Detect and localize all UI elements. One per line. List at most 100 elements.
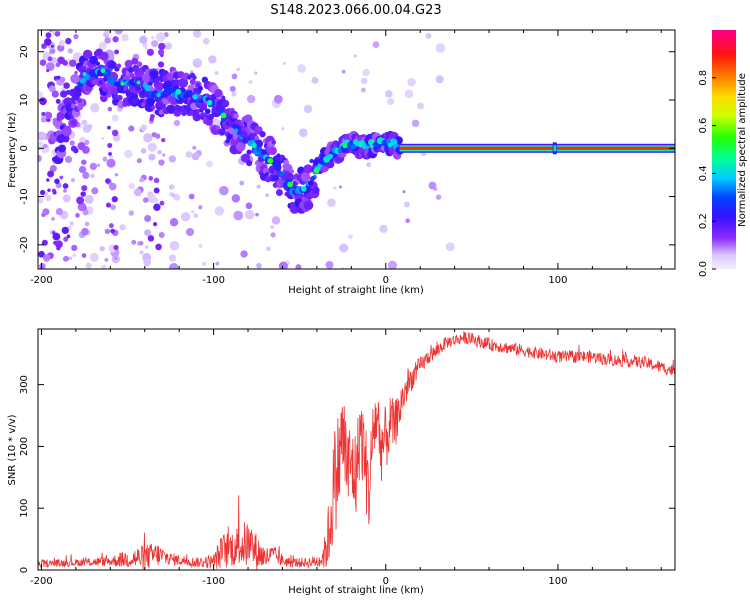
ridge-halo-blob bbox=[57, 112, 66, 120]
ridge-halo-blob bbox=[254, 135, 260, 141]
ridge-halo-blob bbox=[204, 108, 211, 115]
ridge-bright-spot bbox=[82, 71, 87, 77]
noise-column-blob bbox=[158, 42, 166, 51]
noise-blob bbox=[214, 206, 225, 216]
noise-blob bbox=[38, 154, 42, 163]
ridge-halo-blob bbox=[309, 158, 314, 164]
colorbar-ticks: 0.0 0.2 0.4 0.6 0.8 bbox=[698, 70, 716, 277]
noise-blob bbox=[143, 133, 153, 143]
noise-blob bbox=[188, 193, 195, 200]
noise-column-blob bbox=[72, 147, 79, 154]
ridge-halo-blob bbox=[70, 74, 80, 84]
noise-column-blob bbox=[161, 138, 166, 143]
noise-blob bbox=[295, 264, 302, 269]
noise-blob bbox=[153, 197, 159, 203]
noise-blob bbox=[144, 245, 149, 249]
noise-blob bbox=[142, 197, 149, 203]
ridge-bright-spot bbox=[206, 99, 213, 106]
noise-blob bbox=[271, 216, 281, 225]
ridge-halo-blob bbox=[150, 70, 159, 79]
noise-blob bbox=[38, 131, 47, 141]
noise-blob bbox=[147, 142, 157, 152]
ridge-halo-blob bbox=[199, 103, 208, 111]
ridge-core-blob bbox=[74, 90, 82, 98]
noise-column-blob bbox=[49, 164, 57, 173]
noise-column-blob bbox=[157, 49, 165, 56]
noise-blob bbox=[144, 229, 152, 237]
noise-blob bbox=[270, 225, 275, 230]
ridge-halo-blob bbox=[221, 95, 226, 100]
noise-column-blob bbox=[47, 170, 55, 178]
noise-blob bbox=[62, 194, 71, 203]
ridge-core-blob bbox=[103, 69, 111, 77]
noise-column-blob bbox=[50, 48, 56, 54]
ridge-halo-blob bbox=[146, 97, 155, 106]
spectrogram-heat bbox=[38, 30, 675, 269]
noise-blob bbox=[360, 77, 368, 85]
noise-blob bbox=[90, 173, 95, 179]
noise-blob bbox=[85, 262, 92, 269]
noise-blob bbox=[140, 148, 147, 154]
ridge-halo-blob bbox=[151, 105, 156, 110]
ridge-halo-blob bbox=[218, 128, 226, 136]
noise-blob bbox=[362, 68, 370, 77]
noise-blob bbox=[121, 33, 129, 42]
spectrogram-x-label: Height of straight line (km) bbox=[288, 285, 424, 296]
noise-column-blob bbox=[48, 85, 56, 93]
noise-blob bbox=[70, 178, 75, 183]
noise-blob bbox=[168, 184, 175, 190]
noise-blob bbox=[231, 91, 237, 97]
noise-blob bbox=[273, 94, 283, 104]
figure-title: S148.2023.066.00.04.G23 bbox=[270, 3, 441, 18]
noise-column-blob bbox=[69, 59, 77, 67]
noise-column-blob bbox=[80, 191, 86, 197]
noise-blob bbox=[84, 194, 94, 204]
noise-blob bbox=[411, 119, 420, 128]
ridge-halo-blob bbox=[271, 140, 277, 145]
noise-column-blob bbox=[39, 97, 47, 106]
noise-blob bbox=[89, 162, 97, 171]
snr-series-line bbox=[38, 330, 675, 570]
noise-column-blob bbox=[61, 226, 69, 235]
noise-blob bbox=[192, 58, 202, 68]
noise-blob bbox=[140, 124, 147, 131]
ridge-halo-blob bbox=[148, 81, 153, 86]
ridge-bright-spot bbox=[287, 181, 294, 188]
ridge-halo-blob bbox=[246, 160, 253, 167]
noise-blob bbox=[435, 75, 444, 84]
noise-column-blob bbox=[76, 196, 85, 205]
ridge-halo-blob bbox=[197, 85, 203, 92]
ridge-bright-spot bbox=[233, 128, 239, 133]
noise-blob bbox=[425, 32, 432, 39]
noise-blob bbox=[58, 39, 66, 47]
noise-column-blob bbox=[107, 125, 111, 130]
noise-column-blob bbox=[112, 36, 119, 43]
noise-column-blob bbox=[52, 232, 61, 241]
ridge-bright-spot bbox=[267, 157, 274, 164]
noise-blob bbox=[38, 197, 44, 204]
noise-blob bbox=[202, 37, 210, 45]
noise-blob bbox=[104, 228, 111, 235]
noise-column-blob bbox=[55, 240, 63, 249]
noise-column-blob bbox=[110, 228, 116, 234]
noise-blob bbox=[236, 67, 241, 72]
spectrogram-y-label: Frequency (Hz) bbox=[7, 112, 18, 188]
noise-column-blob bbox=[108, 223, 114, 229]
ridge-bright-spot bbox=[220, 112, 227, 119]
noise-column-blob bbox=[81, 253, 87, 258]
noise-column-blob bbox=[157, 61, 165, 68]
noise-blob bbox=[78, 136, 86, 144]
noise-blob bbox=[339, 243, 349, 253]
colorbar-gradient bbox=[712, 30, 736, 269]
x-tick-label: 0 bbox=[383, 275, 389, 286]
noise-blob bbox=[131, 239, 137, 245]
noise-column-blob bbox=[107, 106, 113, 112]
ridge-halo-blob bbox=[132, 93, 139, 99]
noise-blob bbox=[387, 260, 398, 269]
ridge-halo-blob bbox=[195, 82, 201, 87]
y-tick-label: -20 bbox=[19, 237, 30, 253]
noise-blob bbox=[385, 90, 393, 98]
noise-blob bbox=[81, 119, 88, 126]
noise-blob bbox=[219, 185, 229, 196]
ridge-halo-blob bbox=[82, 49, 93, 60]
